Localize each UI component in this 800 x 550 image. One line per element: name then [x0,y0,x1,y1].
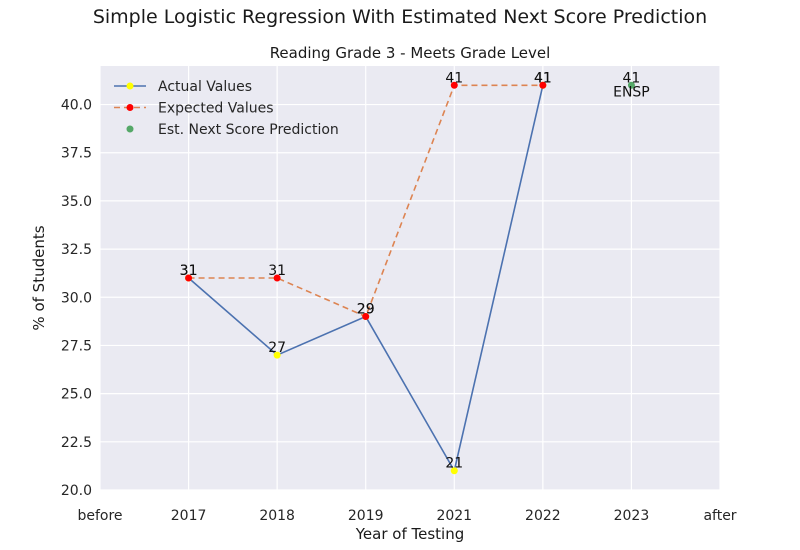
y-tick-label: 32.5 [61,242,92,258]
data-label: 21 [445,456,463,472]
y-tick-label: 20.0 [61,483,92,499]
x-tick-label: after [703,508,736,524]
legend-label: Est. Next Score Prediction [158,122,339,138]
data-label: 27 [268,340,286,356]
chart-title: Reading Grade 3 - Meets Grade Level [270,44,551,62]
y-tick-label: 35.0 [61,194,92,210]
y-tick-label: 37.5 [61,146,92,162]
x-tick-label: 2018 [259,508,295,524]
data-label: 31 [180,263,198,279]
legend-marker [126,125,134,133]
data-label: 41 [534,70,552,86]
y-tick-label: 25.0 [61,387,92,403]
data-point [450,81,458,89]
x-tick-label: 2022 [525,508,561,524]
x-axis-label: Year of Testing [355,525,465,543]
y-tick-label: 30.0 [61,290,92,306]
x-tick-label: 2021 [436,508,472,524]
data-label: 29 [357,302,375,318]
data-label: 31 [180,263,198,279]
figure-title: Simple Logistic Regression With Estimate… [92,6,708,28]
data-point [539,81,547,89]
data-point [273,274,281,282]
y-axis-label: % of Students [30,225,48,330]
data-point [627,81,635,89]
data-label: 41 [534,70,552,86]
x-tick-label: 2023 [614,508,650,524]
x-tick-label: 2019 [348,508,384,524]
data-point [185,274,193,282]
data-label: 29 [357,302,375,318]
data-label: 41 [623,70,641,86]
y-tick-label: 40.0 [61,98,92,114]
x-tick-label: 2017 [171,508,207,524]
y-tick-label: 27.5 [61,338,92,354]
data-point [362,313,370,321]
legend-marker [126,82,134,90]
data-point [273,351,281,359]
x-tick-label: before [77,508,122,524]
y-tick-label: 22.5 [61,435,92,451]
prediction-annotation: ENSP [613,84,650,100]
legend-label: Expected Values [158,101,274,117]
legend-marker [126,104,134,111]
data-label: 31 [268,263,286,279]
data-point [450,467,458,475]
legend-label: Actual Values [158,79,252,95]
data-label: 41 [445,70,463,86]
